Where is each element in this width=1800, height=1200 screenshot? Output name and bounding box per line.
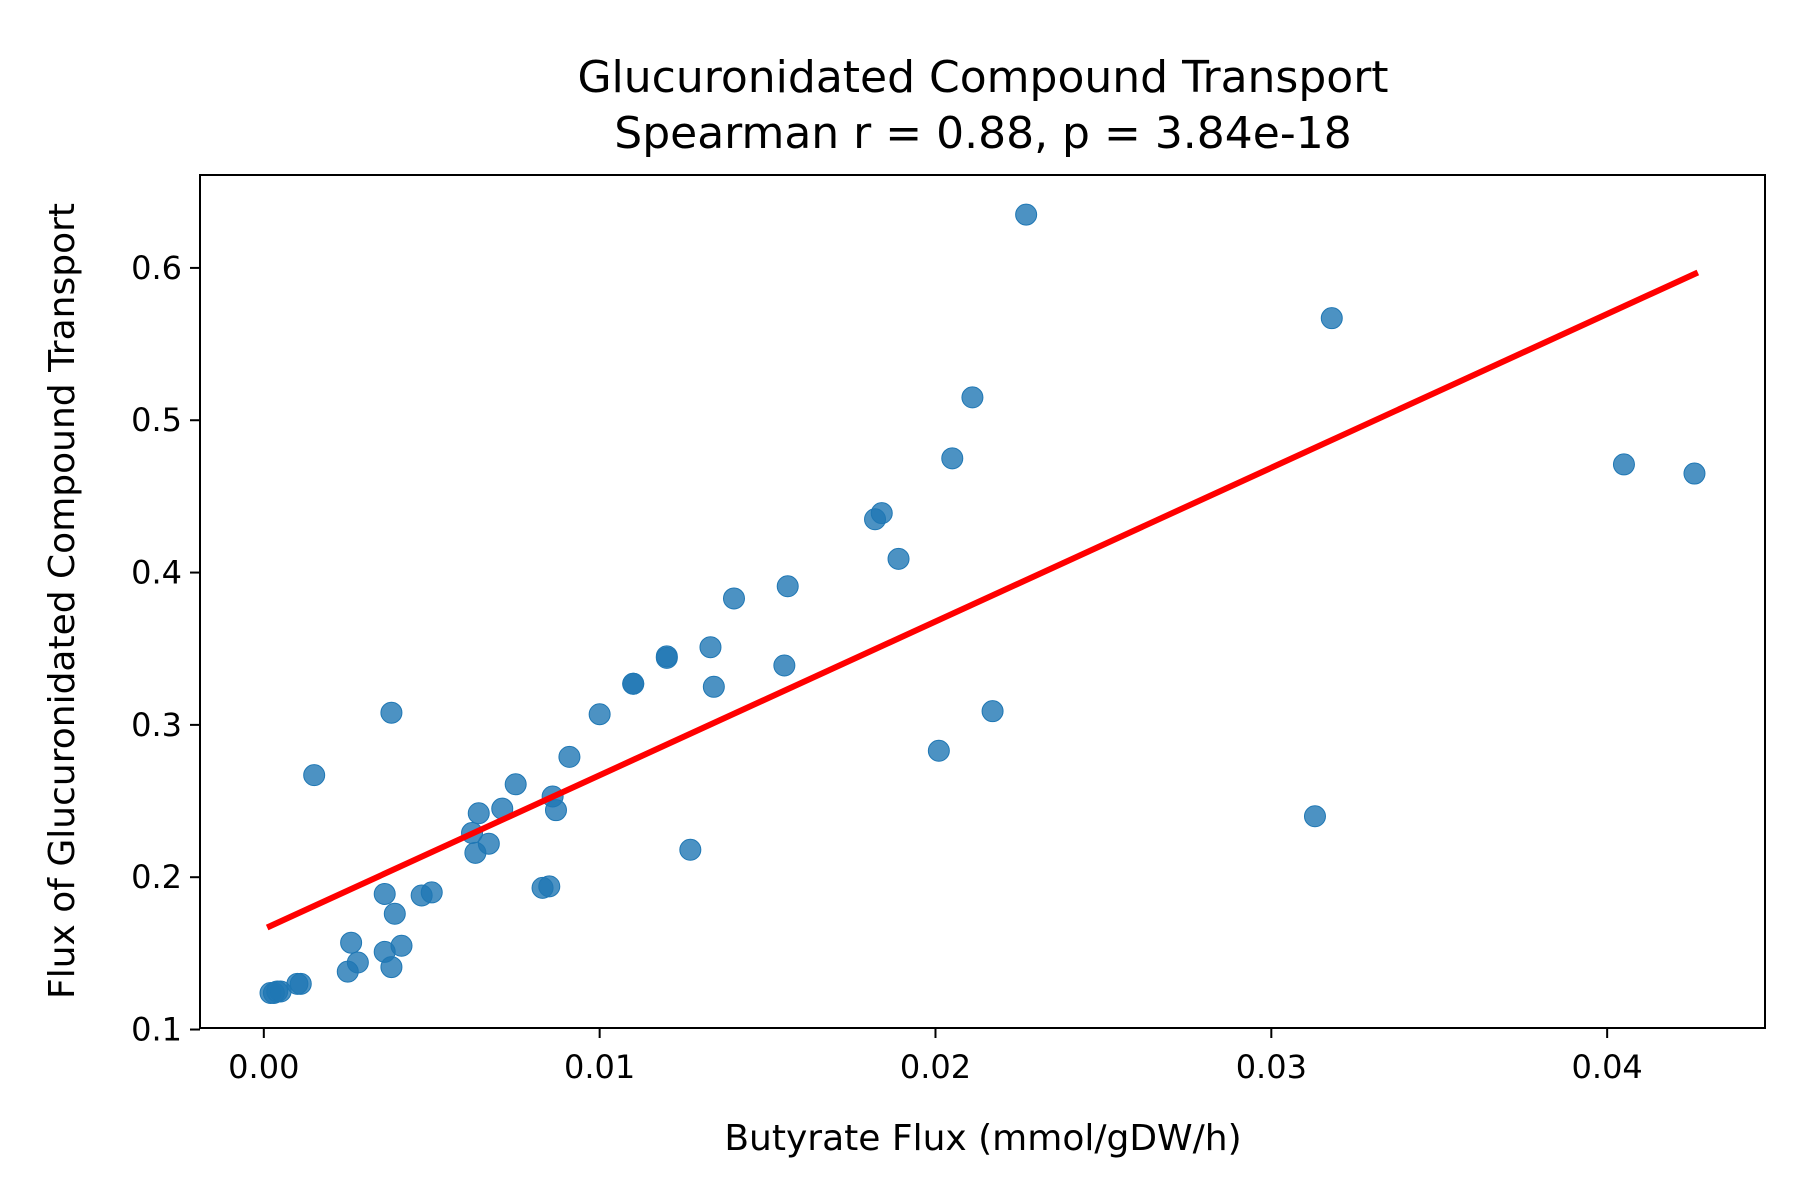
data-point xyxy=(655,645,678,668)
y-tick-label: 0.3 xyxy=(131,706,182,744)
regression-line-layer xyxy=(265,269,1700,931)
data-point xyxy=(467,802,490,825)
data-point xyxy=(887,547,910,570)
data-point xyxy=(927,739,950,762)
data-point xyxy=(702,675,725,698)
y-tick-label: 0.5 xyxy=(131,401,182,439)
data-point xyxy=(289,972,312,995)
data-point xyxy=(722,587,745,610)
y-tick-label: 0.6 xyxy=(131,249,182,287)
x-axis-ticks: 0.00 0.01 0.02 0.03 0.04 xyxy=(228,1028,1643,1086)
data-point xyxy=(699,636,722,659)
data-point xyxy=(588,703,611,726)
data-point xyxy=(1015,203,1038,226)
data-point xyxy=(1683,462,1706,485)
data-point xyxy=(477,832,500,855)
chart-subtitle: Spearman r = 0.88, p = 3.84e-18 xyxy=(614,108,1351,159)
data-point xyxy=(870,502,893,525)
x-tick-label: 0.03 xyxy=(1236,1048,1307,1086)
x-tick-label: 0.00 xyxy=(228,1048,299,1086)
data-point xyxy=(1303,805,1326,828)
data-point xyxy=(776,575,799,598)
y-axis-ticks: 0.1 0.2 0.3 0.4 0.5 0.6 xyxy=(131,249,200,1049)
x-tick-label: 0.04 xyxy=(1572,1048,1643,1086)
chart-title: Glucuronidated Compound Transport xyxy=(577,52,1388,103)
data-point xyxy=(544,799,567,822)
data-point xyxy=(504,773,527,796)
data-point xyxy=(1612,453,1635,476)
data-point xyxy=(961,386,984,409)
y-tick-label: 0.2 xyxy=(131,858,182,896)
plot-frame xyxy=(199,174,1766,1029)
x-axis-label: Butyrate Flux (mmol/gDW/h) xyxy=(724,1118,1241,1159)
data-point xyxy=(346,951,369,974)
data-point xyxy=(303,764,326,787)
data-point xyxy=(941,447,964,470)
data-point xyxy=(420,881,443,904)
data-point xyxy=(679,838,702,861)
data-point xyxy=(340,931,363,954)
data-point xyxy=(380,956,403,979)
data-point xyxy=(558,745,581,768)
data-points xyxy=(259,203,1706,1004)
y-tick-label: 0.4 xyxy=(131,554,182,592)
data-point xyxy=(1320,307,1343,330)
data-point xyxy=(383,902,406,925)
data-point xyxy=(380,701,403,724)
data-point xyxy=(390,934,413,957)
x-tick-label: 0.01 xyxy=(564,1048,635,1086)
y-tick-label: 0.1 xyxy=(131,1011,182,1049)
data-point xyxy=(538,875,561,898)
data-point xyxy=(622,672,645,695)
data-point xyxy=(773,654,796,677)
regression-line xyxy=(265,269,1700,931)
x-tick-label: 0.02 xyxy=(900,1048,971,1086)
data-point xyxy=(981,700,1004,723)
y-axis-label: Flux of Glucuronidated Compound Transpor… xyxy=(42,203,83,999)
data-point xyxy=(373,882,396,905)
